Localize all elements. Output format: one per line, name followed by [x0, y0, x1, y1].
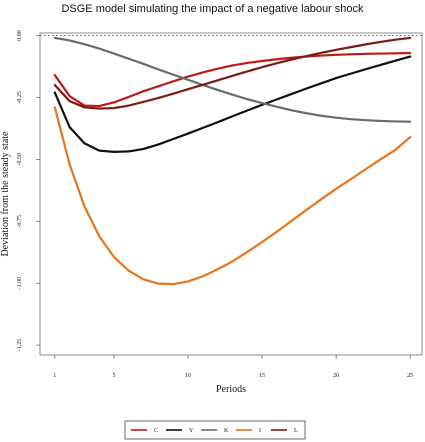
legend-label-l: L [294, 428, 298, 434]
series-line-c [53, 51, 412, 108]
x-axis-label: Periods [216, 384, 246, 395]
x-tick-label: 20 [333, 373, 339, 379]
x-tick-label: 1 [53, 373, 56, 379]
legend-label-y: Y [189, 428, 194, 434]
y-axis: 0.00 -0.25 -0.50 -0.75 -1.00 -1.25 [17, 30, 40, 351]
x-tick-label: 25 [407, 373, 413, 379]
series-line-l [53, 36, 412, 110]
legend-label-k: K [224, 428, 229, 434]
plot-frame [39, 32, 423, 356]
x-tick-label: 15 [259, 373, 265, 379]
y-tick-label: -0.75 [17, 215, 23, 228]
x-tick-label: 5 [113, 373, 116, 379]
y-tick-label: -1.25 [17, 339, 23, 352]
x-tick-label: 10 [185, 373, 191, 379]
y-tick-label: -0.25 [17, 91, 23, 104]
legend-label-c: C [154, 428, 158, 434]
x-axis: 1 5 10 15 20 25 [53, 355, 413, 379]
series-line-i [53, 106, 412, 286]
chart-title: DSGE model simulating the impact of a ne… [61, 3, 364, 15]
series-line-y [53, 55, 412, 153]
y-tick-label: -0.50 [17, 153, 23, 166]
legend-label-i: I [259, 428, 261, 434]
y-tick-label: -1.00 [17, 277, 23, 290]
series-lines [53, 36, 412, 286]
series-line-k [53, 36, 412, 123]
y-tick-label: 0.00 [17, 30, 23, 41]
y-axis-label: Deviation from the steady state [0, 131, 11, 257]
